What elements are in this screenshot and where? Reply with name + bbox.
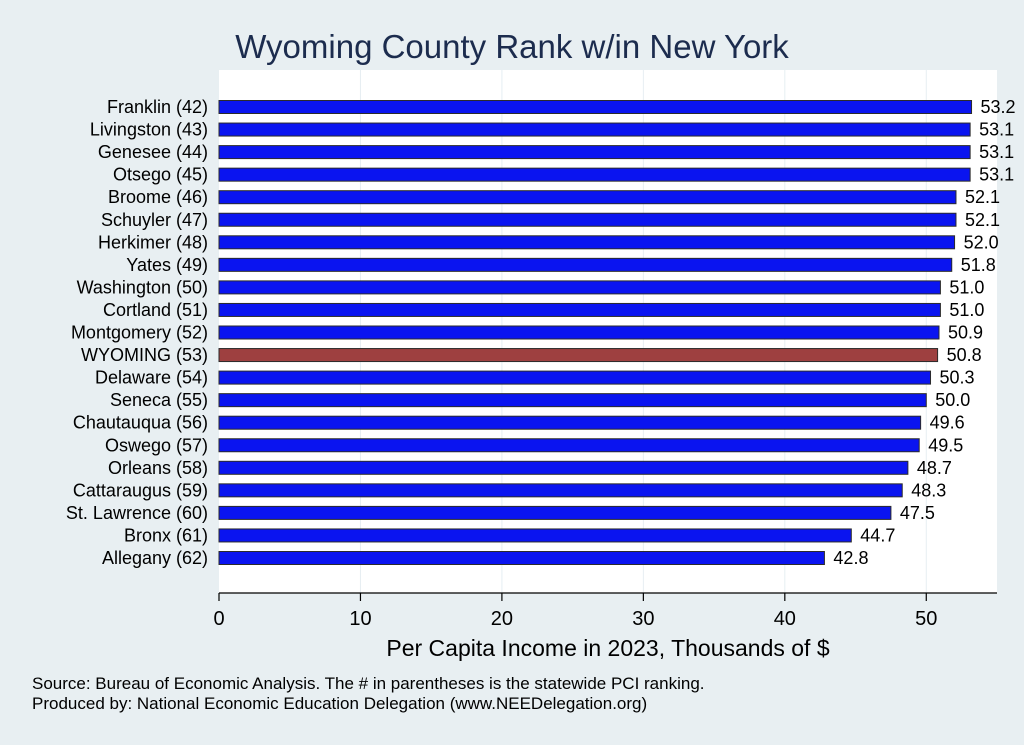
data-label: 47.5 bbox=[900, 503, 935, 523]
data-label: 51.0 bbox=[949, 300, 984, 320]
category-label: Montgomery (52) bbox=[71, 323, 208, 343]
category-label: Bronx (61) bbox=[124, 525, 208, 545]
bar bbox=[218, 483, 903, 498]
x-tick-label: 0 bbox=[213, 608, 224, 630]
data-label: 52.1 bbox=[965, 210, 1000, 230]
bar bbox=[218, 505, 892, 520]
data-label: 50.3 bbox=[940, 368, 975, 388]
source-note: Source: Bureau of Economic Analysis. The… bbox=[32, 674, 705, 693]
data-label: 48.3 bbox=[911, 480, 946, 500]
data-label: 53.2 bbox=[981, 97, 1016, 117]
category-label: Oswego (57) bbox=[105, 435, 208, 455]
data-label: 50.0 bbox=[935, 390, 970, 410]
category-label: Cortland (51) bbox=[103, 300, 208, 320]
data-label: 50.9 bbox=[948, 323, 983, 343]
bar bbox=[218, 257, 953, 272]
category-label: Yates (49) bbox=[126, 255, 208, 275]
data-label: 53.1 bbox=[979, 165, 1014, 185]
data-label: 53.1 bbox=[979, 142, 1014, 162]
data-label: 51.0 bbox=[949, 277, 984, 297]
category-label: Seneca (55) bbox=[110, 390, 208, 410]
category-label: Cattaraugus (59) bbox=[73, 480, 208, 500]
data-label: 42.8 bbox=[833, 548, 868, 568]
producer-note: Produced by: National Economic Education… bbox=[32, 694, 647, 713]
bar bbox=[218, 235, 956, 250]
x-tick-label: 20 bbox=[491, 608, 513, 630]
bar bbox=[218, 145, 971, 160]
data-label: 51.8 bbox=[961, 255, 996, 275]
x-axis-ticks: 0 10 20 30 40 50 bbox=[213, 593, 937, 630]
bar bbox=[218, 122, 971, 137]
bar-highlighted bbox=[218, 348, 939, 363]
x-tick-label: 40 bbox=[774, 608, 796, 630]
category-label: Delaware (54) bbox=[95, 368, 208, 388]
category-label: WYOMING (53) bbox=[81, 345, 208, 365]
category-label: Otsego (45) bbox=[113, 165, 208, 185]
bar bbox=[218, 415, 922, 430]
category-label: Orleans (58) bbox=[108, 458, 208, 478]
bar bbox=[218, 393, 927, 408]
category-label: Allegany (62) bbox=[102, 548, 208, 568]
bar bbox=[218, 190, 957, 205]
data-label: 49.6 bbox=[930, 413, 965, 433]
bar bbox=[218, 100, 973, 114]
category-label: Schuyler (47) bbox=[101, 210, 208, 230]
bar bbox=[218, 460, 909, 475]
data-label: 50.8 bbox=[947, 345, 982, 365]
category-label: Herkimer (48) bbox=[98, 232, 208, 252]
x-tick-label: 30 bbox=[632, 608, 654, 630]
data-label: 49.5 bbox=[928, 435, 963, 455]
bar bbox=[218, 528, 852, 543]
bar bbox=[218, 302, 941, 317]
category-label: St. Lawrence (60) bbox=[66, 503, 208, 523]
category-labels: Franklin (42) Livingston (43)Genesee (44)… bbox=[66, 97, 208, 568]
data-label: 44.7 bbox=[860, 525, 895, 545]
bar bbox=[218, 551, 825, 565]
x-tick-label: 10 bbox=[349, 608, 371, 630]
category-label: Livingston (43) bbox=[90, 120, 208, 140]
category-label: Genesee (44) bbox=[98, 142, 208, 162]
data-label: 52.0 bbox=[964, 232, 999, 252]
category-label: Washington (50) bbox=[77, 277, 208, 297]
bar bbox=[218, 167, 971, 182]
data-label: 48.7 bbox=[917, 458, 952, 478]
category-label: Chautauqua (56) bbox=[73, 413, 208, 433]
bars bbox=[218, 100, 973, 565]
bar bbox=[218, 280, 941, 295]
bar bbox=[218, 212, 957, 227]
bar bbox=[218, 438, 920, 453]
bar bbox=[218, 370, 932, 385]
x-axis-label: Per Capita Income in 2023, Thousands of … bbox=[386, 635, 829, 661]
x-tick-label: 50 bbox=[915, 608, 937, 630]
data-label: 52.1 bbox=[965, 187, 1000, 207]
bar bbox=[218, 325, 940, 340]
category-label: Franklin (42) bbox=[107, 97, 208, 117]
data-label: 53.1 bbox=[979, 120, 1014, 140]
chart-title: Wyoming County Rank w/in New York bbox=[235, 28, 789, 65]
value-labels: 53.253.153.153.152.152.152.051.851.051.0… bbox=[833, 97, 1015, 568]
category-label: Broome (46) bbox=[108, 187, 208, 207]
